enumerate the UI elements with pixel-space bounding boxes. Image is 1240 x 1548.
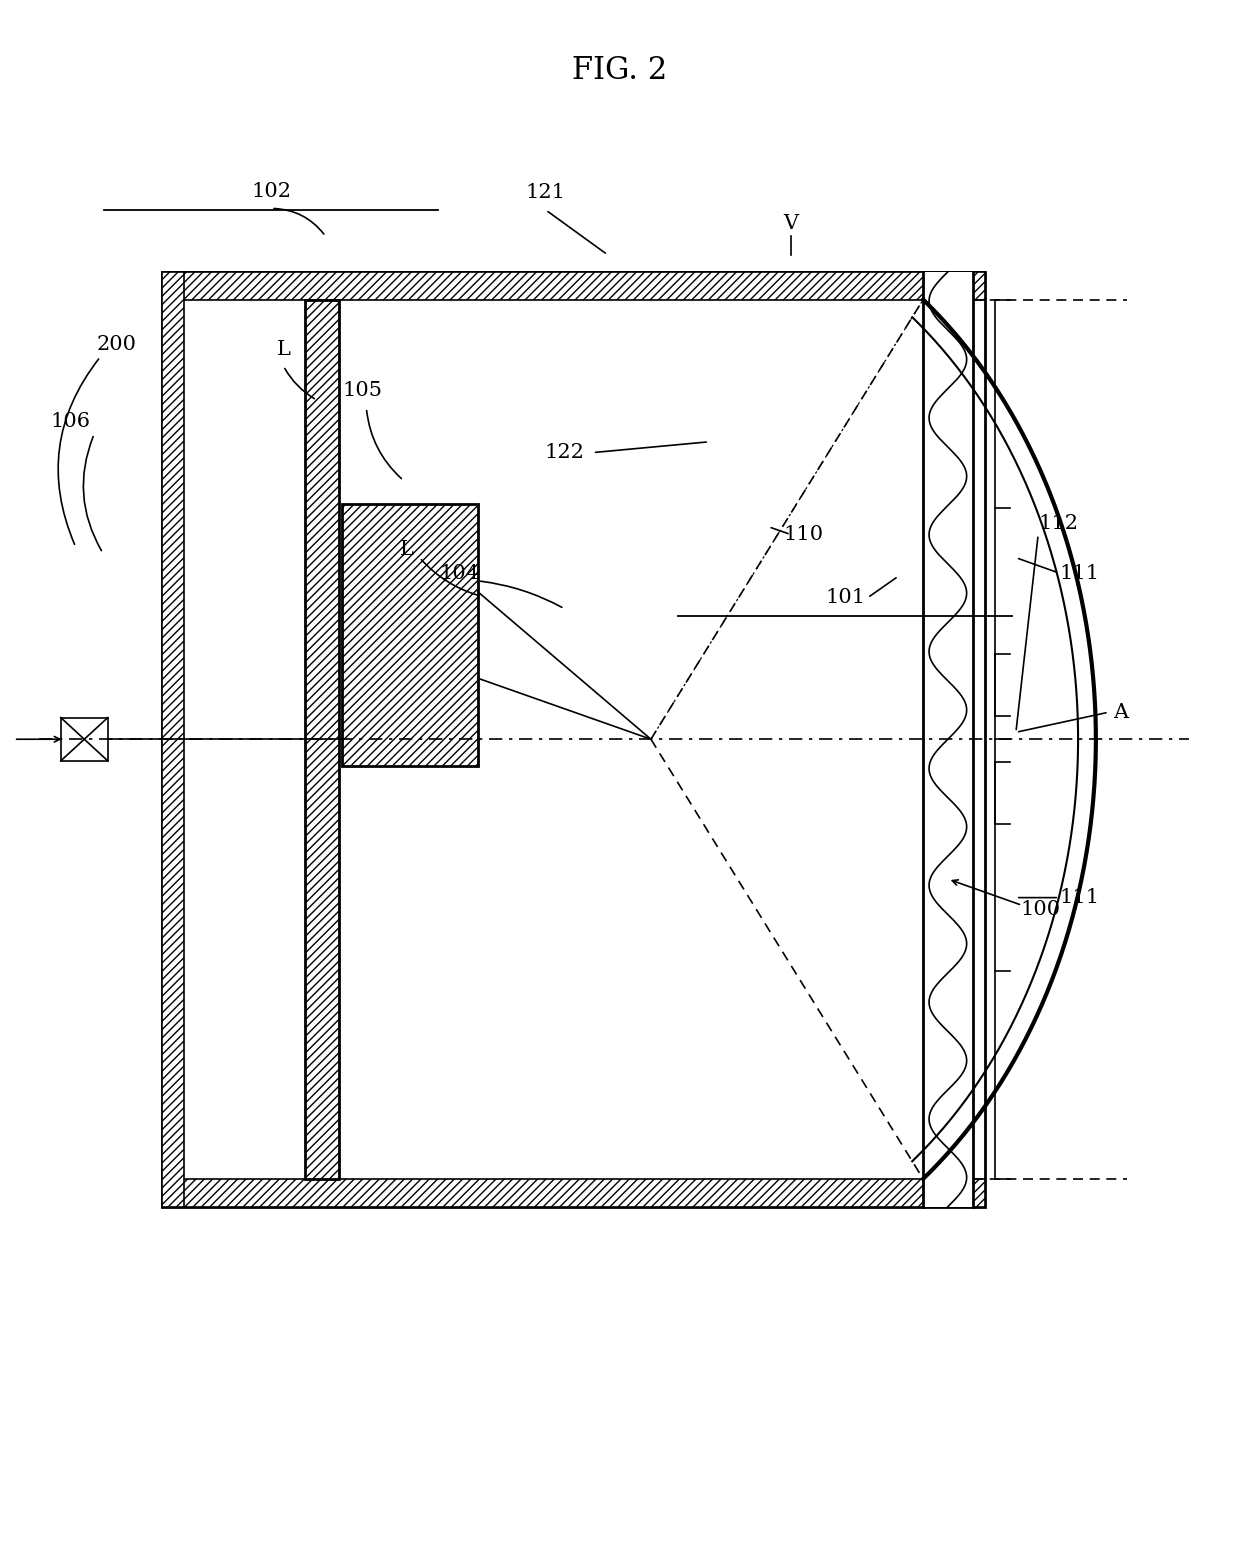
Text: 102: 102 [252, 183, 291, 201]
Polygon shape [61, 718, 108, 762]
Text: 110: 110 [782, 525, 823, 543]
Text: FIG. 2: FIG. 2 [573, 56, 667, 87]
Text: L: L [277, 339, 290, 359]
Polygon shape [342, 503, 477, 766]
Text: 105: 105 [342, 381, 383, 401]
Text: A: A [1114, 703, 1128, 721]
Text: 112: 112 [1038, 514, 1079, 533]
Text: 111: 111 [1059, 563, 1100, 582]
Text: 104: 104 [439, 563, 479, 582]
Text: 122: 122 [544, 443, 584, 463]
Polygon shape [162, 272, 185, 1206]
Text: 111: 111 [1059, 889, 1100, 907]
Text: 101: 101 [825, 588, 866, 607]
Text: V: V [784, 215, 799, 234]
Text: 100: 100 [1021, 901, 1060, 920]
Text: L: L [401, 540, 414, 559]
Text: 106: 106 [51, 412, 91, 432]
Text: 121: 121 [526, 184, 565, 203]
Polygon shape [162, 272, 985, 300]
Polygon shape [923, 272, 972, 1206]
Polygon shape [162, 1180, 985, 1206]
Polygon shape [305, 300, 340, 1180]
Text: 200: 200 [97, 334, 136, 354]
